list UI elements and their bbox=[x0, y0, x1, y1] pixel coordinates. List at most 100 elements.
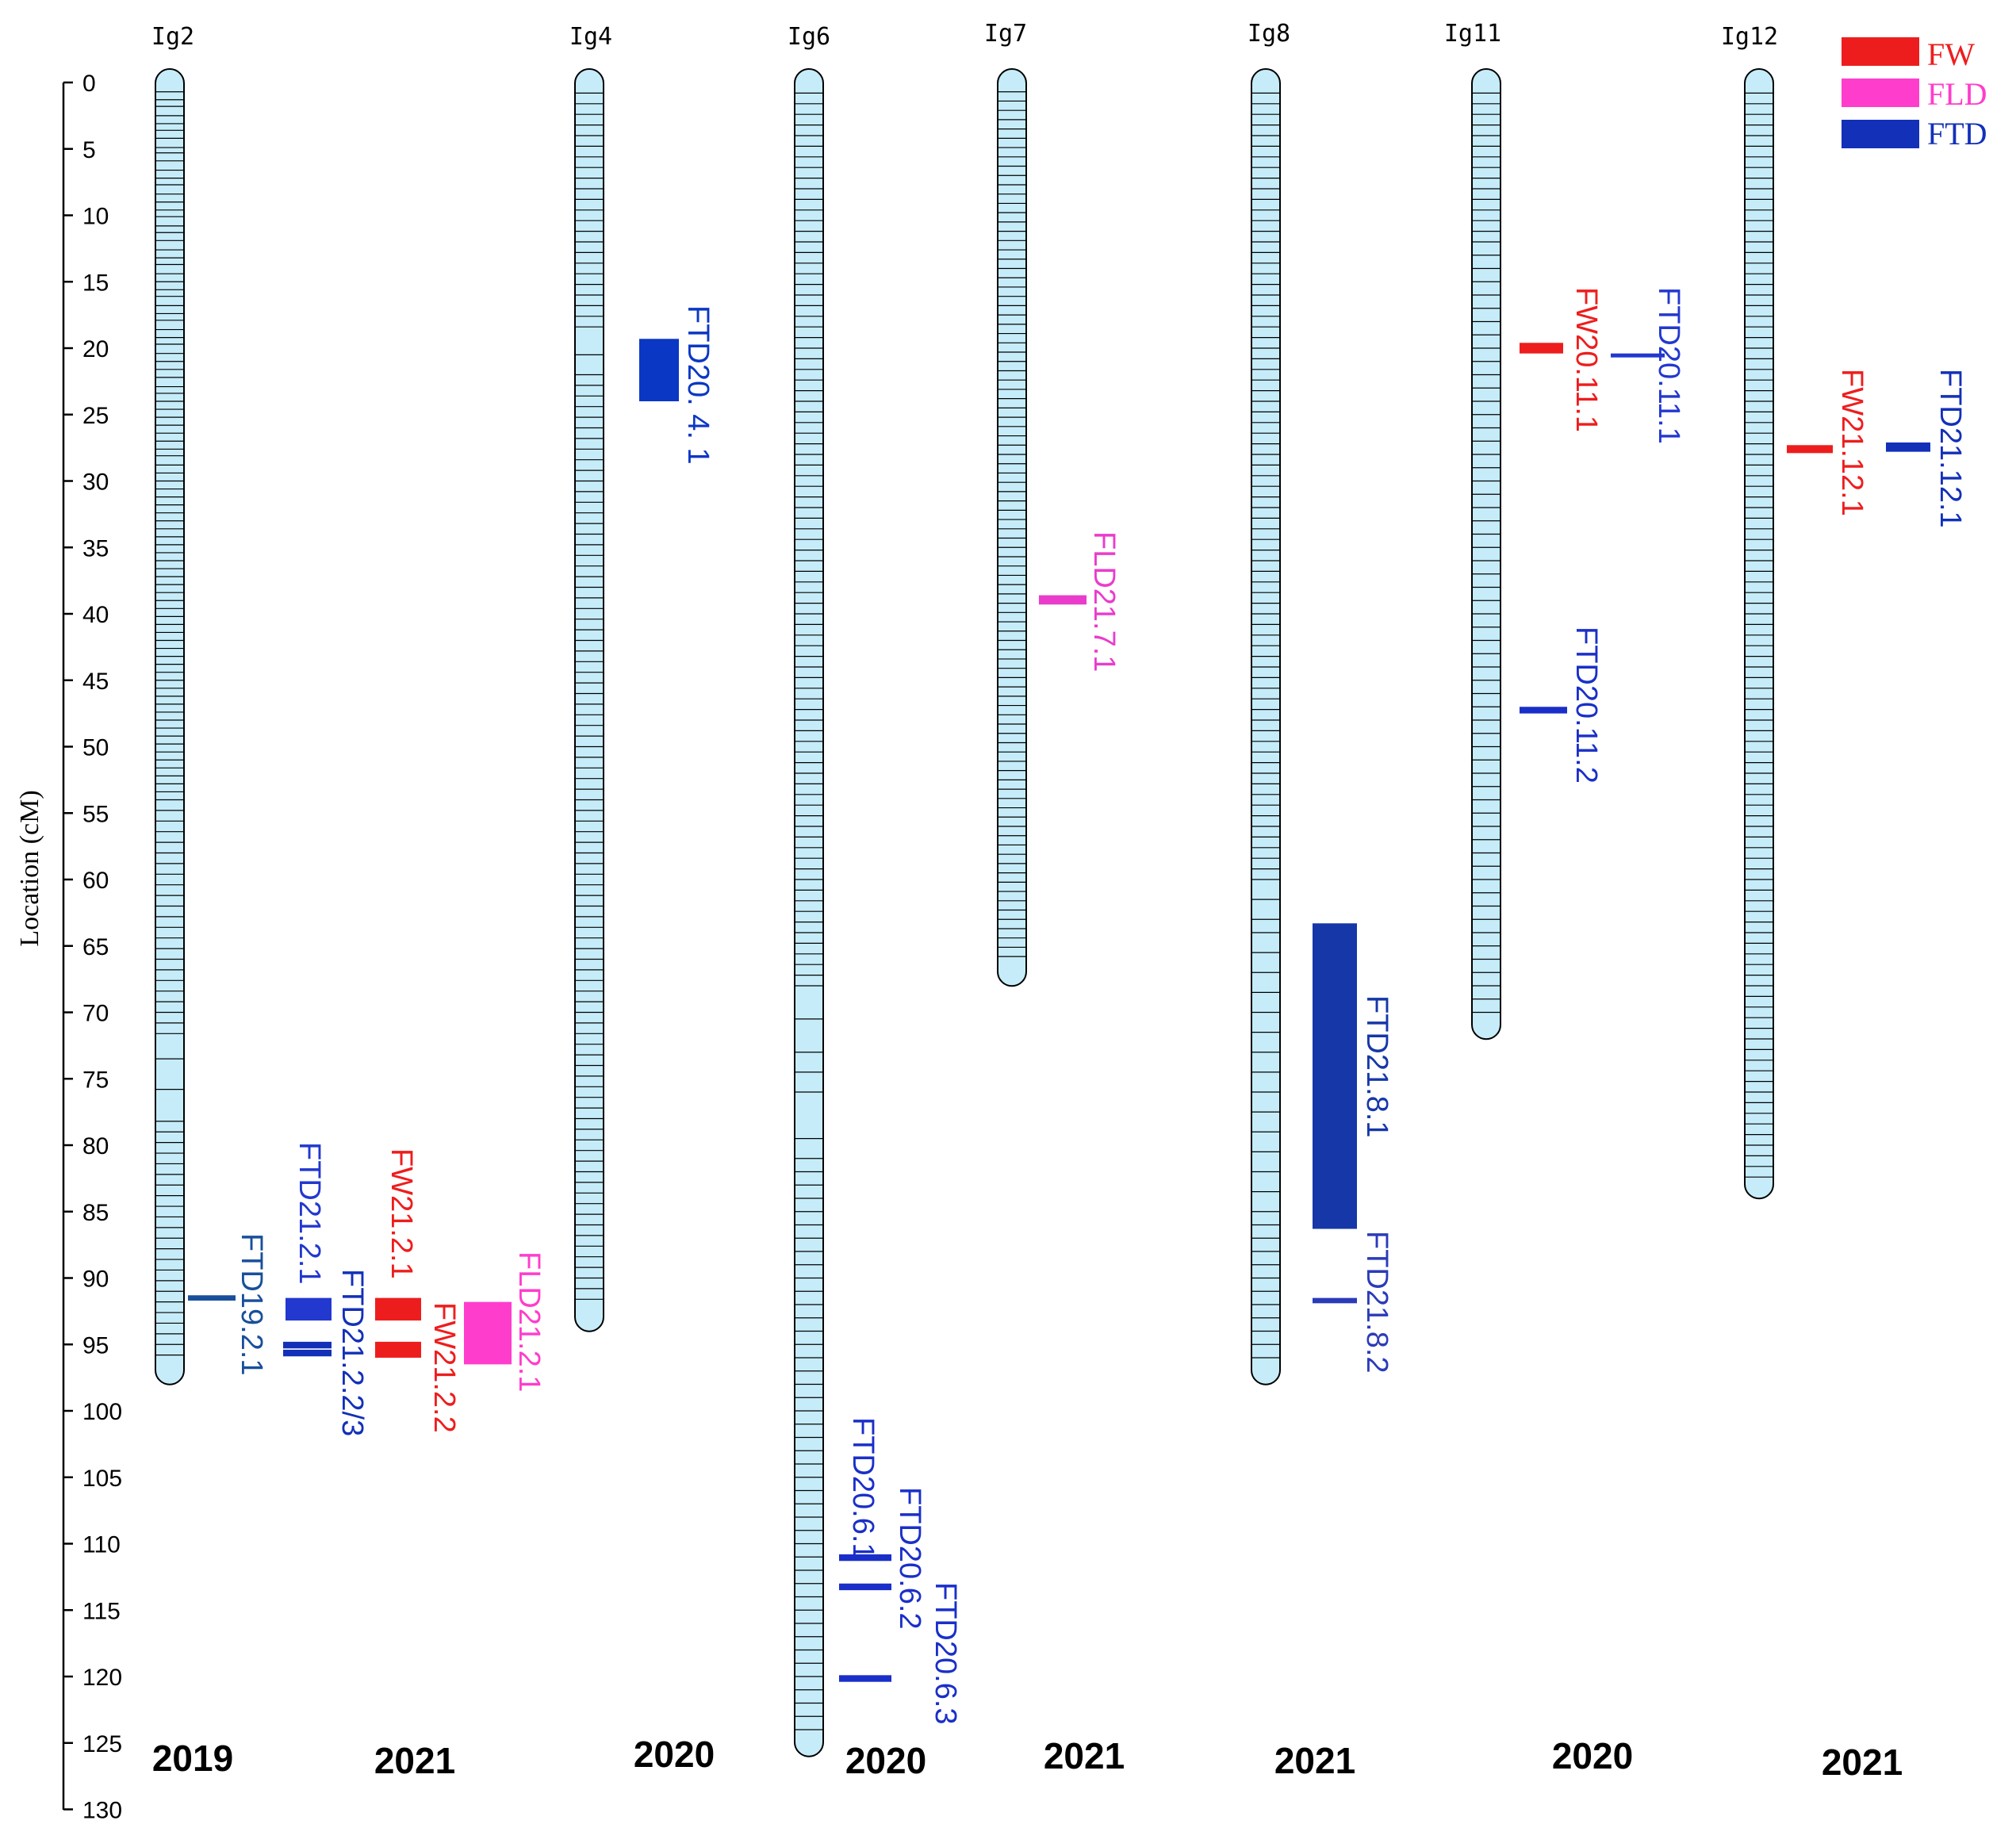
qtl-bar-fw21-2-2 bbox=[375, 1341, 421, 1358]
chromosome-bar-ig2 bbox=[155, 68, 185, 1385]
year-label: 2021 bbox=[1274, 1740, 1355, 1781]
chromosome-bar-ig6 bbox=[794, 68, 824, 1757]
marker-lines-ig12 bbox=[1746, 92, 1773, 1178]
y-axis-tick-label: 125 bbox=[82, 1731, 122, 1757]
qtl-bar-ftd20-4-1 bbox=[639, 339, 679, 401]
qtl-label-ftd21-8-2: FTD21.8.2 bbox=[1360, 1231, 1393, 1374]
y-axis-tick-label: 65 bbox=[82, 934, 109, 960]
y-axis-tick-label: 80 bbox=[82, 1133, 109, 1159]
chromosome-ig11: Ig11 bbox=[1444, 20, 1501, 1040]
chromosome-bar-ig12 bbox=[1744, 68, 1774, 1200]
qtl-label-ftd21-8-1: FTD21.8.1 bbox=[1360, 995, 1393, 1138]
qtl-bar-fw21-2-1 bbox=[375, 1297, 421, 1321]
chromosome-ig4: Ig4 bbox=[569, 23, 612, 1332]
qtl-label-ftd21-2-1: FTD21.2.1 bbox=[293, 1142, 326, 1285]
marker-lines-ig6 bbox=[795, 92, 822, 1730]
y-axis-tick-label: 60 bbox=[82, 868, 109, 894]
qtl-bar-ftd20-11-1 bbox=[1611, 353, 1665, 358]
chromosome-ig8: Ig8 bbox=[1248, 20, 1290, 1385]
y-axis-tick-label: 130 bbox=[82, 1798, 122, 1824]
legend-swatch-fld bbox=[1842, 79, 1919, 107]
y-axis-tick-label: 5 bbox=[82, 137, 96, 163]
qtl-bar-ftd20-6-2 bbox=[839, 1583, 891, 1591]
legend-swatch-ftd bbox=[1842, 120, 1919, 148]
y-axis-tick-label: 15 bbox=[82, 270, 109, 296]
qtl-label-fw21-12-1: FW21.12.1 bbox=[1835, 369, 1868, 516]
qtl-label-fw21-2-2: FW21.2.2 bbox=[427, 1302, 461, 1433]
chromosome-label-ig8: Ig8 bbox=[1248, 20, 1290, 48]
qtl-bar-ftd21-2-1 bbox=[286, 1297, 332, 1321]
year-label: 2019 bbox=[152, 1738, 233, 1779]
y-axis-tick-label: 100 bbox=[82, 1399, 122, 1425]
y-axis-tick-label: 85 bbox=[82, 1200, 109, 1226]
y-axis-tick-label: 20 bbox=[82, 336, 109, 362]
legend-label-ftd: FTD bbox=[1927, 116, 1987, 151]
y-axis-tick-label: 105 bbox=[82, 1466, 122, 1492]
y-axis-tick-label: 95 bbox=[82, 1332, 109, 1359]
year-label: 2021 bbox=[1044, 1735, 1125, 1776]
marker-lines-ig8 bbox=[1252, 92, 1279, 1359]
chromosome-label-ig6: Ig6 bbox=[788, 23, 830, 51]
chromosome-label-ig2: Ig2 bbox=[151, 23, 194, 51]
y-axis-tick-label: 75 bbox=[82, 1067, 109, 1093]
y-axis-tick-label: 55 bbox=[82, 801, 109, 827]
y-axis-tick-label: 115 bbox=[82, 1598, 121, 1624]
legend-label-fld: FLD bbox=[1927, 76, 1987, 112]
marker-lines-ig7 bbox=[998, 91, 1025, 957]
qtl-label-ftd19-2-1: FTD19.2.1 bbox=[235, 1233, 268, 1376]
qtl-label-ftd20-6-3: FTD20.6.3 bbox=[929, 1582, 962, 1725]
year-label: 2021 bbox=[374, 1740, 455, 1781]
chromosomes: Ig2 Ig4 Ig6 Ig7 Ig8 Ig11 bbox=[151, 20, 1778, 1757]
qtl-label-fld21-7-1: FLD21.7.1 bbox=[1087, 531, 1121, 672]
year-label: 2020 bbox=[845, 1740, 926, 1781]
chromosome-bar-ig11 bbox=[1471, 68, 1501, 1040]
y-axis-title: Location (cM) bbox=[15, 790, 44, 946]
qtl-bar-ftd20-6-1 bbox=[839, 1554, 891, 1562]
chromosome-label-ig4: Ig4 bbox=[569, 23, 612, 51]
qtl-bar-ftd20-6-3 bbox=[839, 1675, 891, 1682]
chromosome-ig12: Ig12 bbox=[1721, 23, 1778, 1200]
marker-lines-ig2 bbox=[156, 91, 183, 1356]
chromosome-label-ig12: Ig12 bbox=[1721, 23, 1778, 51]
chromosome-bar-ig7 bbox=[997, 68, 1027, 987]
year-label: 2021 bbox=[1822, 1742, 1903, 1783]
marker-lines-ig4 bbox=[576, 92, 603, 1300]
qtl-label-ftd20-6-2: FTD20.6.2 bbox=[893, 1487, 926, 1630]
y-axis-tick-label: 30 bbox=[82, 469, 109, 496]
y-axis-tick-label: 70 bbox=[82, 1001, 109, 1027]
qtl-bar-ftd21-8-2 bbox=[1313, 1297, 1357, 1304]
legend-swatch-fw bbox=[1842, 37, 1919, 66]
qtl-bar-ftd21-8-1 bbox=[1313, 923, 1357, 1229]
legend-label-fw: FW bbox=[1927, 36, 1975, 72]
chromosome-ig2: Ig2 bbox=[151, 23, 194, 1385]
qtl-bar-fld21-2-1 bbox=[464, 1301, 512, 1365]
y-axis-tick-label: 120 bbox=[82, 1665, 122, 1691]
y-axis-tick-label: 0 bbox=[82, 71, 96, 97]
year-label: 2020 bbox=[634, 1734, 715, 1775]
chromosome-ig6: Ig6 bbox=[788, 23, 830, 1757]
qtl-annotations: FTD19.2.1 FTD21.2.1 FTD21.2.2/3 FW21.2.1… bbox=[188, 287, 1967, 1725]
qtl-bar-ftd19-2-1 bbox=[188, 1295, 236, 1301]
qtl-label-ftd21-12-1: FTD21.12.1 bbox=[1934, 369, 1967, 528]
qtl-label-fw20-11-1: FW20.11.1 bbox=[1569, 287, 1603, 432]
chromosome-bar-ig8 bbox=[1251, 68, 1281, 1385]
qtl-label-fld21-2-1: FLD21.2.1 bbox=[512, 1251, 546, 1392]
qtl-label-ftd20-4-1: FTD20. 4. 1 bbox=[681, 305, 715, 465]
y-axis-tick-label: 25 bbox=[82, 403, 109, 429]
qtl-bar-fw21-12-1 bbox=[1787, 445, 1833, 454]
chromosome-ig7: Ig7 bbox=[984, 20, 1027, 987]
y-axis-tick-label: 50 bbox=[82, 735, 109, 761]
y-axis-ticks: 0 5 10 15 20 25 30 35 40 45 50 55 60 65 70 75 80 85 90 95 10… bbox=[63, 71, 122, 1824]
y-axis-tick-label: 35 bbox=[82, 535, 109, 561]
chromosome-label-ig11: Ig11 bbox=[1444, 20, 1501, 48]
qtl-label-ftd20-6-1: FTD20.6.1 bbox=[846, 1417, 880, 1560]
qtl-bar-ftd20-11-2 bbox=[1520, 707, 1567, 714]
qtl-label-fw21-2-1: FW21.2.1 bbox=[385, 1148, 418, 1279]
marker-lines-ig11 bbox=[1473, 92, 1500, 1014]
qtl-bar-fw20-11-1 bbox=[1520, 343, 1563, 354]
qtl-bar-ftd21-2-2-3-lower bbox=[283, 1349, 332, 1357]
y-axis-tick-label: 10 bbox=[82, 204, 109, 230]
qtl-label-ftd20-11-1: FTD20.11.1 bbox=[1652, 287, 1685, 444]
y-axis-tick-label: 40 bbox=[82, 602, 109, 628]
